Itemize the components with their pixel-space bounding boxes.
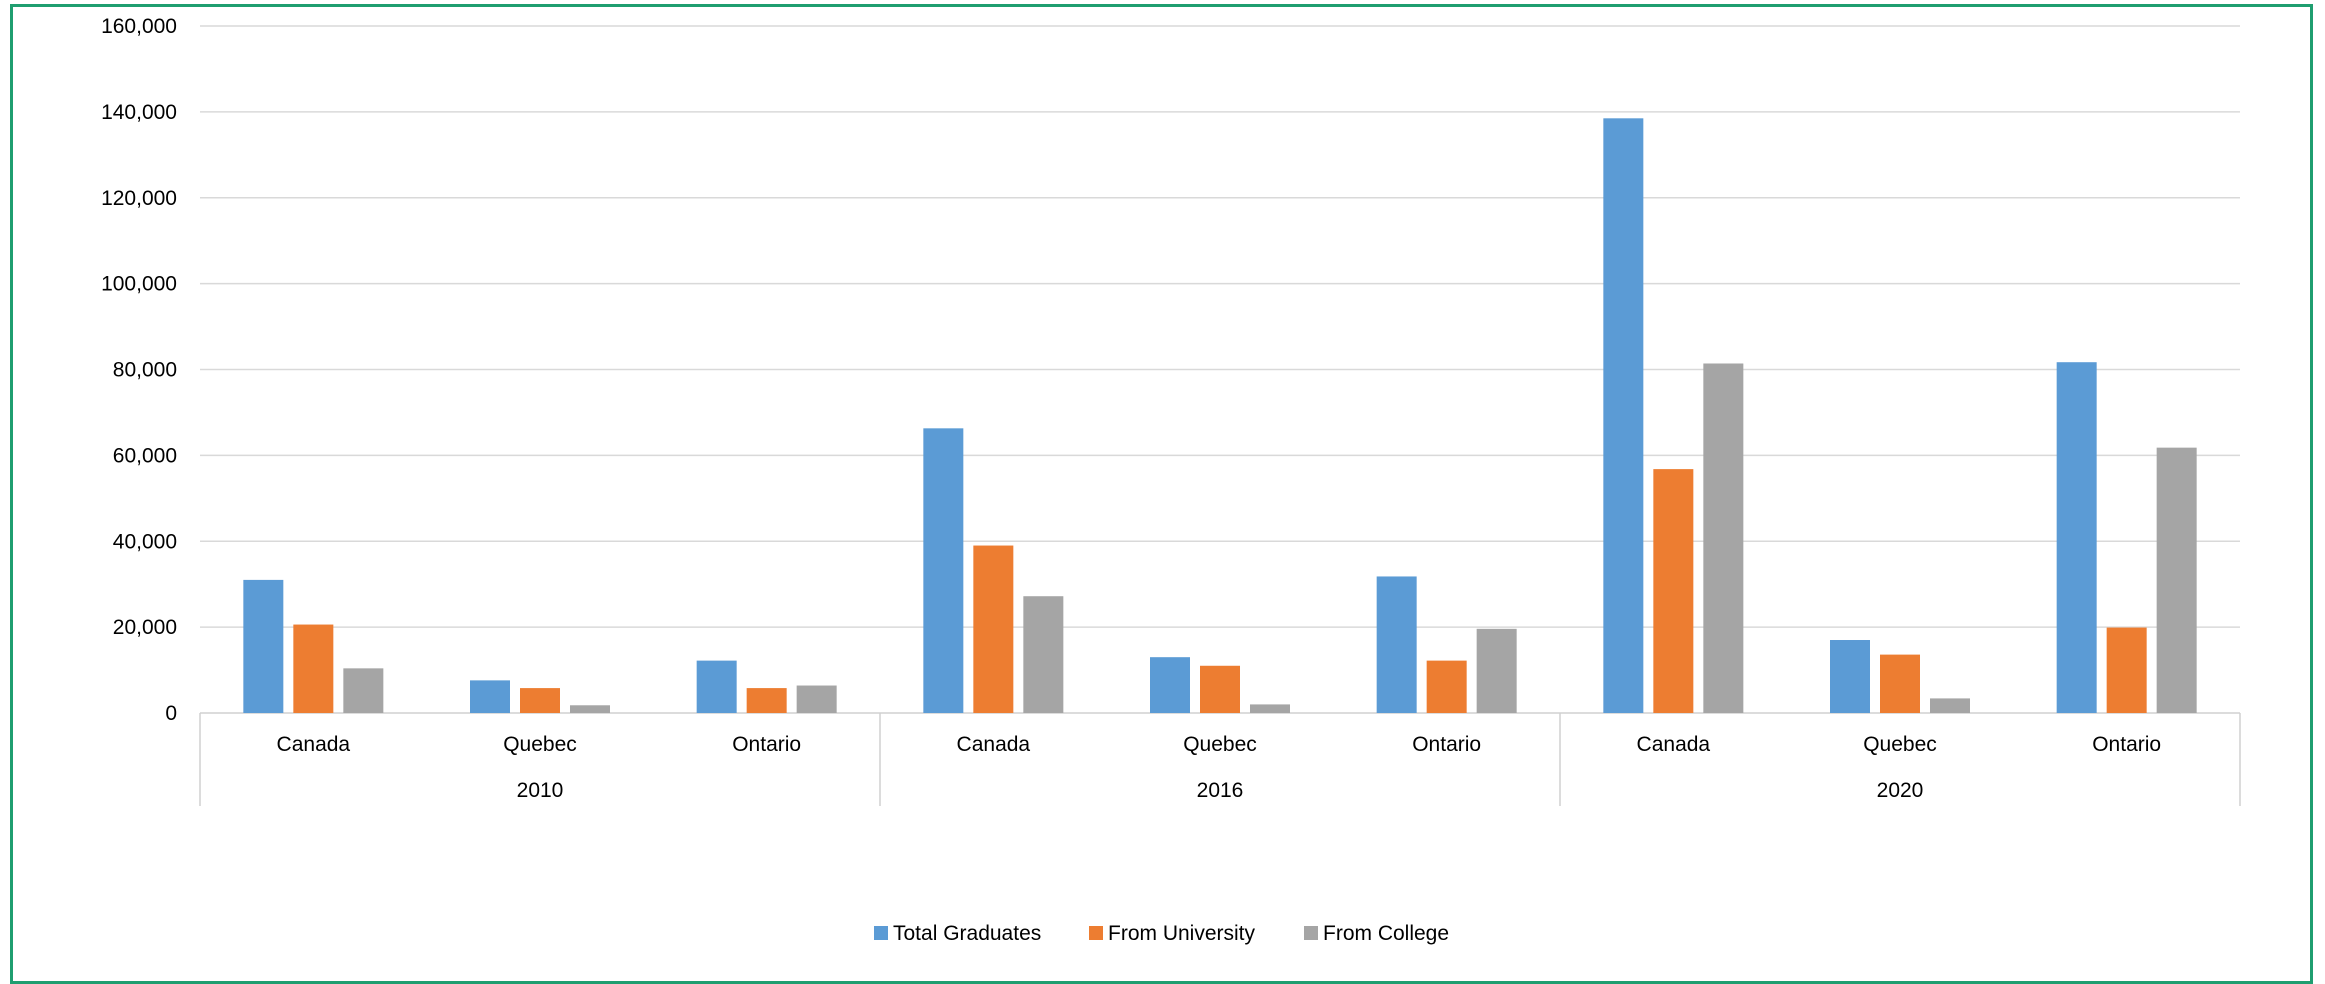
bar — [570, 705, 610, 713]
y-tick-label: 100,000 — [101, 273, 177, 296]
bar — [243, 579, 284, 713]
y-tick-label: 60,000 — [113, 444, 177, 467]
bar — [1830, 640, 1870, 713]
x-tick-label: Quebec — [1183, 733, 1257, 756]
bar — [1250, 704, 1290, 713]
x-tick-label: Ontario — [2092, 733, 2161, 756]
bars — [243, 118, 2197, 714]
x-tick-label: Ontario — [732, 733, 801, 756]
y-tick-label: 120,000 — [101, 187, 177, 210]
bar — [1023, 596, 1064, 713]
bar — [1880, 654, 1920, 713]
bar — [2106, 627, 2147, 713]
bar — [923, 428, 964, 713]
bar — [2156, 447, 2197, 713]
x-tick-label: Canada — [957, 733, 1031, 756]
y-axis: 0 20,000 40,000 60,000 80,000 100,000 120,000 1… — [101, 15, 177, 725]
bar — [1376, 576, 1417, 713]
bar — [1200, 665, 1240, 713]
legend-label: Total Graduates — [893, 922, 1041, 945]
legend: Total Graduates From University From Colle… — [874, 922, 1449, 945]
bar — [1930, 698, 1970, 713]
bar — [1703, 363, 1744, 713]
bar — [746, 688, 787, 713]
legend-swatch — [1089, 926, 1103, 940]
x-tick-label: Canada — [1637, 733, 1711, 756]
legend-label: From College — [1323, 922, 1449, 945]
bar — [293, 624, 334, 713]
y-tick-label: 160,000 — [101, 15, 177, 38]
x-tick-label: Ontario — [1412, 733, 1481, 756]
bar — [1653, 469, 1694, 713]
legend-swatch — [1304, 926, 1318, 940]
x-group-label: 2020 — [1877, 779, 1924, 802]
grid-lines — [200, 25, 2240, 714]
legend-swatch — [874, 926, 888, 940]
bar — [2056, 362, 2097, 713]
bar — [696, 660, 737, 713]
y-tick-label: 40,000 — [113, 530, 177, 553]
x-group-label: 2010 — [517, 779, 564, 802]
bar — [1426, 660, 1467, 713]
y-tick-label: 80,000 — [113, 359, 177, 382]
x-group-label: 2016 — [1197, 779, 1244, 802]
bar — [1603, 118, 1644, 714]
bar — [1150, 657, 1190, 713]
y-tick-label: 20,000 — [113, 616, 177, 639]
bar — [973, 545, 1014, 713]
y-tick-label: 140,000 — [101, 101, 177, 124]
x-axis: Canada Quebec Ontario Canada Quebec Ontario Ca… — [199, 713, 2241, 806]
bar — [796, 685, 837, 713]
x-tick-label: Quebec — [503, 733, 577, 756]
legend-label: From University — [1108, 922, 1256, 945]
bar — [470, 680, 510, 713]
x-tick-label: Quebec — [1863, 733, 1937, 756]
y-tick-label: 0 — [165, 702, 177, 725]
x-tick-label: Canada — [277, 733, 351, 756]
bar — [520, 688, 560, 713]
bar — [1476, 628, 1517, 713]
bar — [343, 668, 384, 713]
